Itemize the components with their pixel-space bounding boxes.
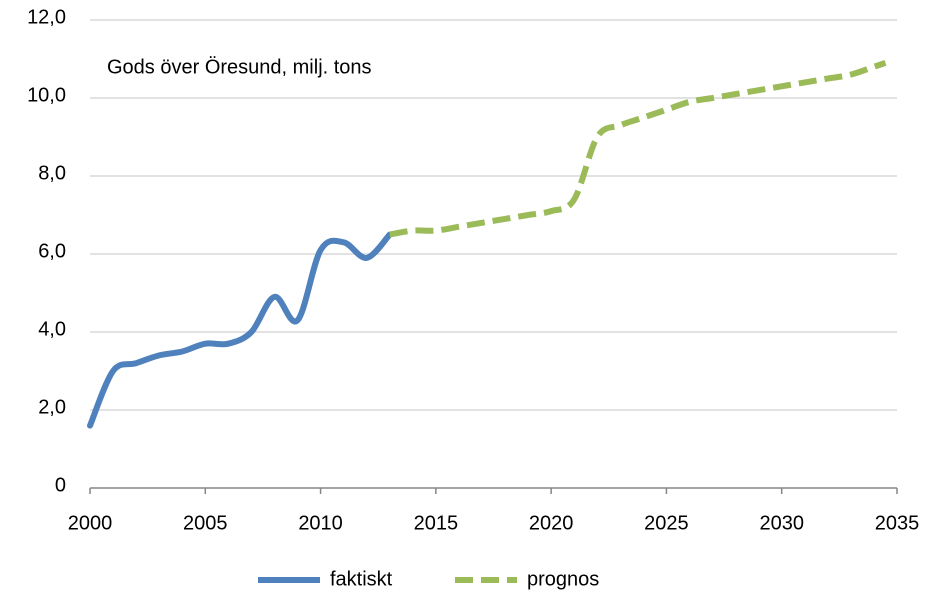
data-line	[87, 231, 393, 429]
y-tick-label: 2,0	[38, 396, 66, 418]
annotation: Gods över Öresund, milj. tons	[107, 56, 372, 78]
x-tick-label: 2030	[759, 512, 804, 534]
x-tick-label: 2025	[644, 512, 689, 534]
y-tick-label: 4,0	[38, 318, 66, 340]
x-tick-label: 2020	[529, 512, 574, 534]
data-line	[389, 60, 887, 238]
y-tick-label: 0	[55, 474, 66, 496]
x-tick-label: 2010	[298, 512, 343, 534]
x-tick-label: 2015	[414, 512, 459, 534]
legend-label: faktiskt	[330, 568, 393, 590]
y-tick-label: 10,0	[27, 84, 66, 106]
legend-label: prognos	[527, 568, 599, 590]
x-tick-label: 2005	[183, 512, 228, 534]
y-tick-label: 8,0	[38, 162, 66, 184]
x-tick-label: 2035	[875, 512, 920, 534]
x-tick-label: 2000	[68, 512, 113, 534]
y-tick-label: 12,0	[27, 6, 66, 28]
y-tick-label: 6,0	[38, 240, 66, 262]
